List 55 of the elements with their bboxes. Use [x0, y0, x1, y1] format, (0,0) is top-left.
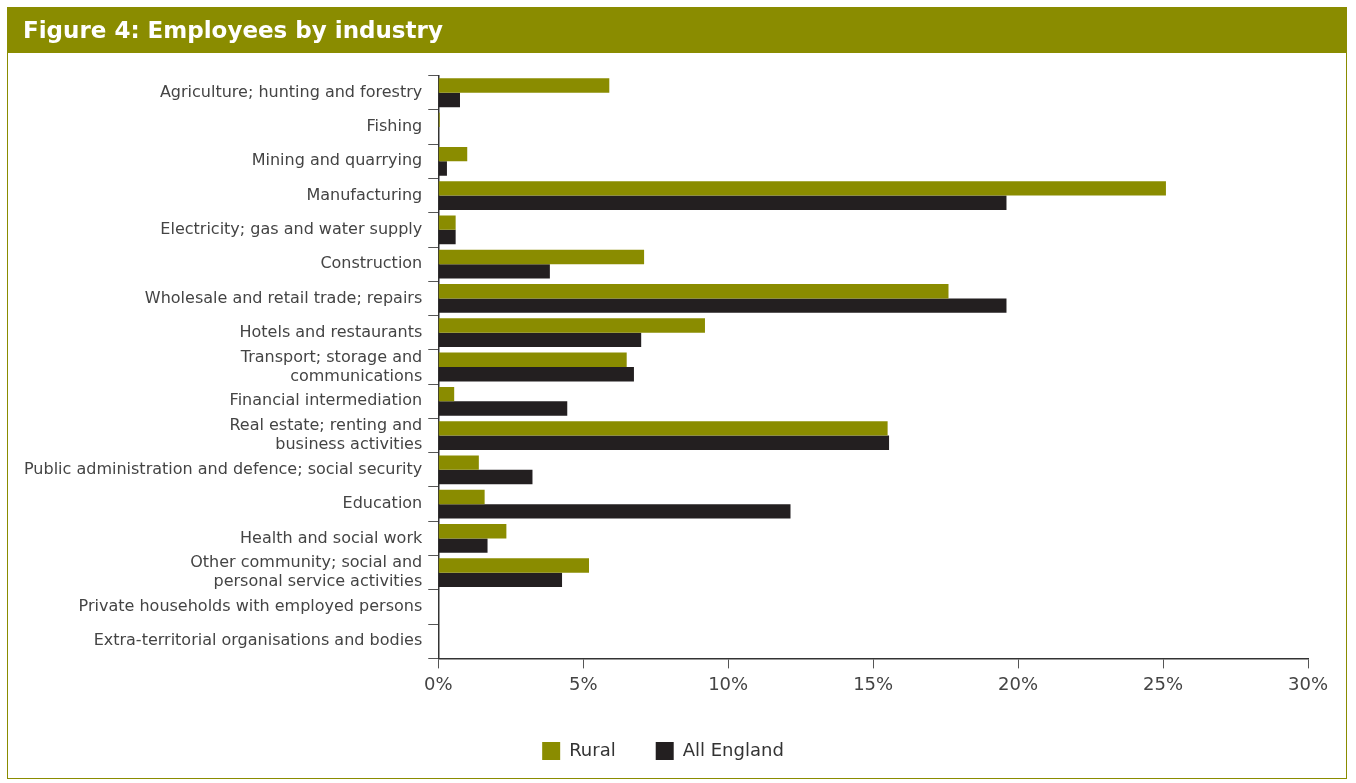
- y-tick-label: Real estate; renting and business activities: [229, 415, 423, 454]
- bar: [438, 215, 456, 230]
- bar: [438, 469, 533, 485]
- x-tick-label: 10%: [708, 672, 749, 694]
- y-tick-label: Public administration and defence; social security: [24, 459, 423, 478]
- y-tick-label: Transport; storage and communications: [239, 346, 423, 385]
- bar: [438, 195, 1007, 210]
- x-tick-label: 20%: [998, 672, 1039, 694]
- x-tick-label: 25%: [1143, 672, 1184, 694]
- bar: [438, 92, 460, 108]
- y-tick-label: Extra-territorial organisations and bodies: [93, 630, 423, 650]
- y-tick-label: Electricity; gas and water supply: [160, 219, 423, 239]
- bar: [438, 249, 645, 265]
- y-tick-label: Financial intermediation: [229, 390, 423, 410]
- y-tick-label: Fishing: [366, 116, 423, 136]
- bar: [438, 524, 507, 539]
- bar: [438, 435, 890, 450]
- bar: [438, 538, 488, 553]
- bar: [438, 455, 479, 470]
- y-tick-label: Wholesale and retail trade; repairs: [144, 287, 423, 307]
- x-tick-label: 5%: [568, 672, 598, 694]
- bar: [438, 264, 550, 279]
- legend-label: Rural: [569, 738, 616, 760]
- y-tick-label: Other community; social and personal service activities: [190, 552, 423, 591]
- x-tick-label: 15%: [853, 672, 894, 694]
- bar: [438, 558, 590, 573]
- bar: [438, 386, 455, 402]
- y-tick-label: Mining and quarrying: [251, 150, 423, 170]
- bar: [438, 489, 485, 505]
- bar: [438, 401, 568, 416]
- y-tick-label: Health and social work: [240, 527, 423, 547]
- bar: [438, 229, 456, 245]
- y-tick-label: Agriculture; hunting and forestry: [159, 81, 423, 101]
- y-tick-label: Private households with employed persons: [78, 596, 423, 616]
- text: Figure 4: Employees by industry: [7, 7, 1347, 53]
- bar: [438, 318, 705, 333]
- bar: [438, 367, 634, 382]
- y-tick-label: Construction: [320, 253, 423, 273]
- bar: [438, 332, 642, 348]
- bar: [438, 181, 1166, 196]
- y-tick-label: Education: [342, 493, 423, 513]
- y-tick-label: Manufacturing: [306, 184, 423, 204]
- bar: [438, 161, 447, 176]
- bar: [438, 352, 627, 367]
- x-tick-label: 30%: [1287, 672, 1329, 694]
- bar: [438, 421, 888, 436]
- y-tick-label: Hotels and restaurants: [239, 321, 423, 341]
- bar: [438, 284, 949, 299]
- x-tick-label: 0%: [423, 672, 453, 694]
- bar: [438, 572, 563, 588]
- legend-label: All England: [682, 738, 784, 760]
- bar: [438, 504, 791, 519]
- bar: [438, 298, 1007, 313]
- bar: [438, 146, 468, 162]
- bar: [438, 78, 610, 93]
